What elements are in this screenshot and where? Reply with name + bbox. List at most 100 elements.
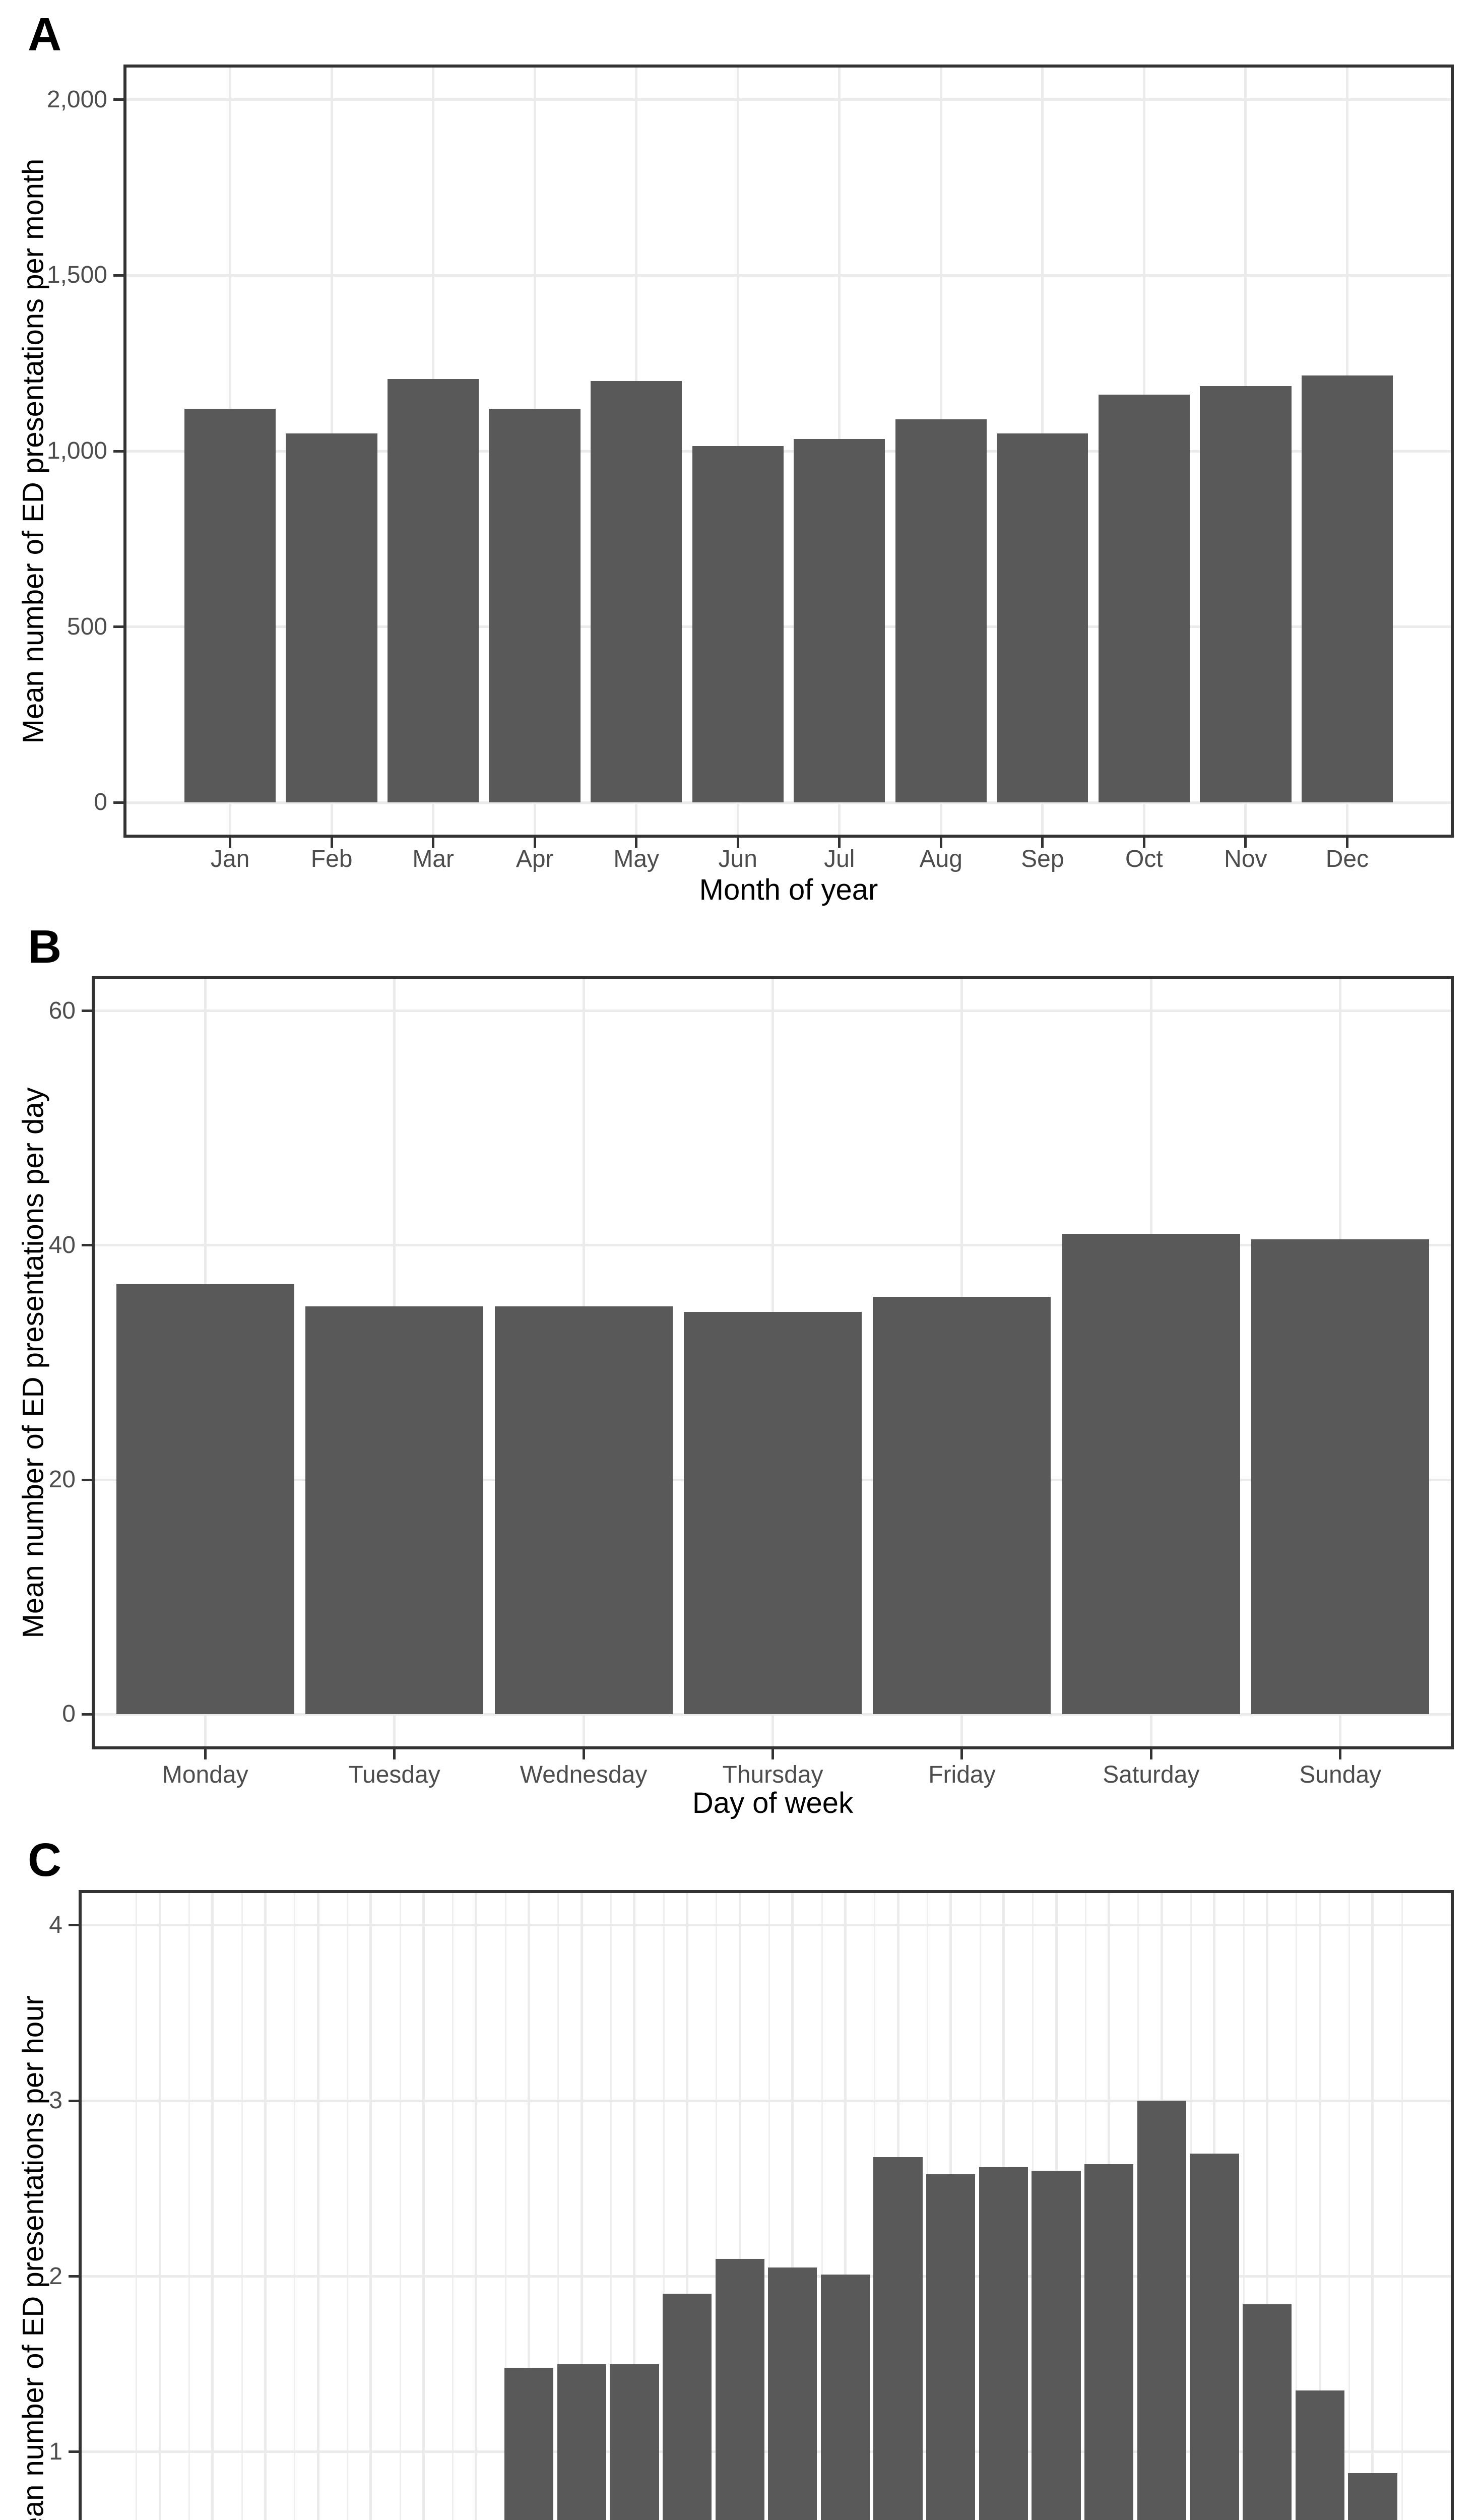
- bar-Dec: [1301, 375, 1393, 803]
- y-tick: [113, 801, 123, 804]
- minor-vertical-gridline: [294, 1893, 296, 2520]
- x-tick: [635, 838, 638, 848]
- x-tick: [582, 1749, 585, 1759]
- bar-15: [926, 2174, 976, 2520]
- horizontal-gridline: [82, 2099, 1451, 2102]
- bar-Friday: [873, 1297, 1051, 1715]
- minor-vertical-gridline: [557, 1893, 559, 2520]
- x-tick: [1244, 838, 1247, 848]
- bar-Monday: [116, 1284, 294, 1715]
- vertical-gridline: [738, 1893, 741, 2520]
- horizontal-gridline: [82, 2275, 1451, 2278]
- x-tick-label: Friday: [928, 1761, 996, 1788]
- y-tick-label: 1: [49, 2438, 62, 2465]
- vertical-gridline: [211, 1893, 214, 2520]
- y-tick-label: 0: [62, 1700, 76, 1728]
- horizontal-gridline: [95, 1713, 1451, 1716]
- x-tick-label: Jul: [824, 846, 855, 872]
- bar-16: [979, 2167, 1028, 2520]
- horizontal-gridline: [126, 274, 1451, 277]
- y-tick: [113, 274, 123, 277]
- bar-Mar: [387, 379, 479, 803]
- minor-vertical-gridline: [716, 1893, 718, 2520]
- bar-12: [768, 2267, 817, 2520]
- y-tick-label: 500: [67, 613, 107, 640]
- minor-vertical-gridline: [399, 1893, 401, 2520]
- y-tick-label: 0: [94, 789, 107, 816]
- y-tick: [82, 1478, 92, 1481]
- y-tick: [69, 2450, 79, 2453]
- x-tick: [330, 838, 333, 848]
- minor-vertical-gridline: [1243, 1893, 1245, 2520]
- minor-vertical-gridline: [452, 1893, 454, 2520]
- y-tick: [82, 1713, 92, 1716]
- x-tick: [838, 838, 841, 848]
- horizontal-gridline: [82, 2450, 1451, 2453]
- y-axis-title-b: Mean number of ED presentations per day: [17, 1087, 50, 1638]
- vertical-gridline: [475, 1893, 478, 2520]
- y-tick-label: 1,500: [46, 262, 107, 289]
- x-tick: [393, 1749, 396, 1759]
- bar-17: [1032, 2171, 1081, 2520]
- plot-area-a: [123, 65, 1454, 838]
- vertical-gridline: [580, 1893, 583, 2520]
- bar-19: [1137, 2101, 1186, 2520]
- bar-Feb: [286, 433, 377, 803]
- vertical-gridline: [316, 1893, 319, 2520]
- x-tick: [771, 1749, 774, 1759]
- x-tick-label: Saturday: [1103, 1761, 1200, 1788]
- x-tick-label: Dec: [1325, 846, 1369, 872]
- horizontal-gridline: [126, 801, 1451, 804]
- bar-Sunday: [1251, 1239, 1430, 1715]
- bar-Nov: [1200, 386, 1292, 803]
- bar-Apr: [489, 409, 581, 803]
- y-tick-label: 4: [49, 1911, 62, 1938]
- vertical-gridline: [1266, 1893, 1269, 2520]
- x-tick-label: Nov: [1224, 846, 1267, 872]
- minor-vertical-gridline: [241, 1893, 243, 2520]
- horizontal-gridline: [95, 1010, 1451, 1013]
- vertical-gridline: [844, 1893, 847, 2520]
- horizontal-gridline: [82, 1924, 1451, 1927]
- x-tick-label: Feb: [310, 846, 353, 872]
- x-axis-title-a: Month of year: [699, 873, 878, 906]
- y-tick-label: 20: [48, 1466, 76, 1493]
- bar-23: [1348, 2473, 1397, 2520]
- bar-7: [504, 2367, 554, 2520]
- vertical-gridline: [264, 1893, 267, 2520]
- x-tick-label: Aug: [919, 846, 962, 872]
- vertical-gridline: [528, 1893, 531, 2520]
- plot-area-b: [92, 976, 1454, 1749]
- vertical-gridline: [158, 1893, 161, 2520]
- y-tick-label: 1,000: [46, 437, 107, 464]
- bar-Jul: [794, 438, 885, 803]
- x-tick: [229, 838, 232, 848]
- panel-letter-c: C: [28, 1834, 62, 1886]
- y-tick-label: 3: [49, 2087, 62, 2114]
- panel-letter-a: A: [28, 8, 62, 60]
- x-tick: [533, 838, 536, 848]
- vertical-gridline: [686, 1893, 689, 2520]
- bar-20: [1190, 2153, 1239, 2520]
- x-tick-label: Apr: [516, 846, 554, 872]
- y-tick: [82, 1010, 92, 1013]
- minor-vertical-gridline: [821, 1893, 823, 2520]
- bar-Oct: [1098, 395, 1190, 803]
- x-tick-label: Tuesday: [348, 1761, 440, 1788]
- bar-Thursday: [684, 1312, 862, 1715]
- minor-vertical-gridline: [663, 1893, 665, 2520]
- x-tick: [1339, 1749, 1342, 1759]
- minor-vertical-gridline: [768, 1893, 770, 2520]
- x-tick-label: Jun: [718, 846, 757, 872]
- bar-May: [591, 381, 682, 803]
- y-tick-label: 2,000: [46, 86, 107, 113]
- bar-10: [662, 2294, 712, 2520]
- minor-vertical-gridline: [504, 1893, 506, 2520]
- bar-22: [1295, 2390, 1344, 2520]
- x-tick: [960, 1749, 963, 1759]
- vertical-gridline: [369, 1893, 372, 2520]
- bar-Jun: [692, 446, 784, 803]
- y-tick: [113, 625, 123, 628]
- x-tick: [1345, 838, 1348, 848]
- bar-21: [1242, 2304, 1292, 2520]
